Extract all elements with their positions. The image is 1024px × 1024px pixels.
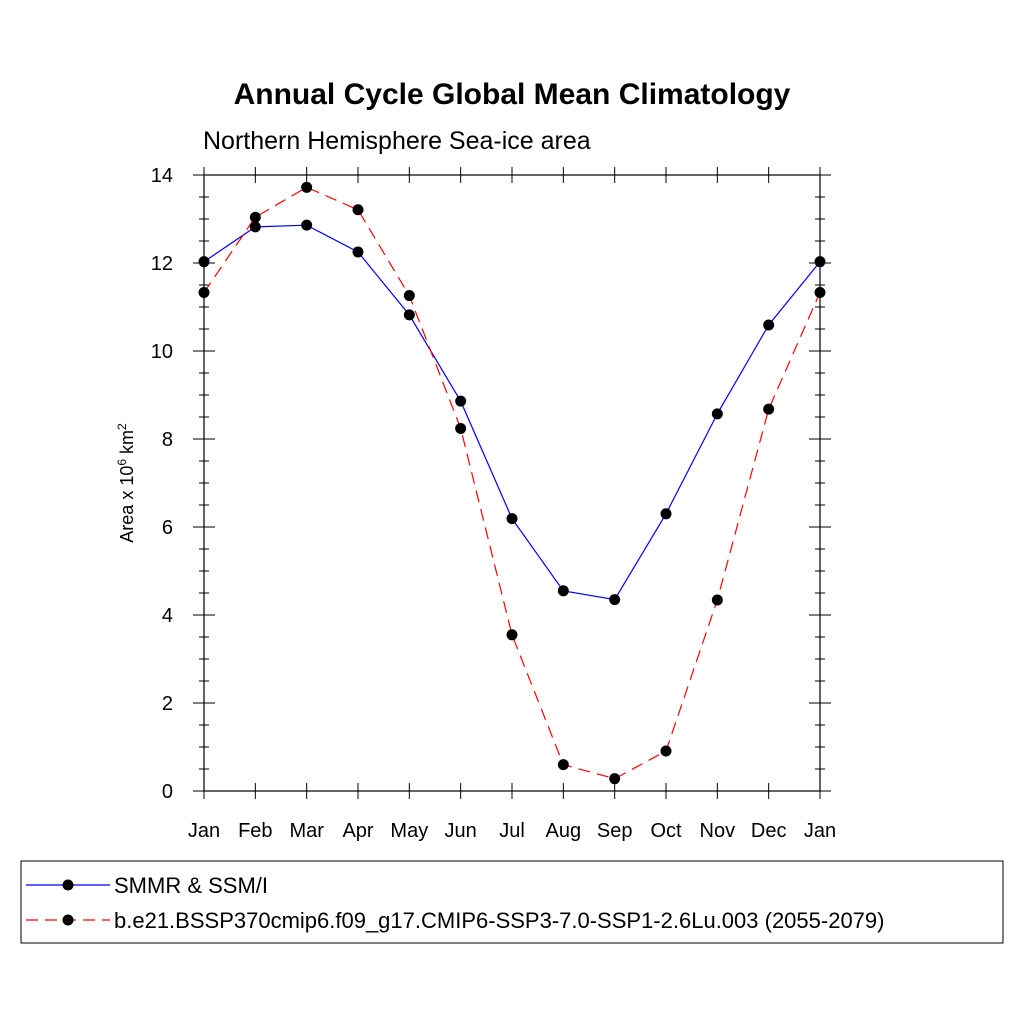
series-1-point (660, 508, 672, 520)
x-axis-tick-labels: Jan Feb Mar Apr May Jun Jul Aug Sep Oct Nov Dec Jan (188, 820, 836, 842)
series-2-point (506, 629, 518, 641)
legend-label-1: SMMR & SSM/I (114, 873, 268, 898)
x-tick-label: Jun (445, 820, 477, 842)
series-1-point (301, 219, 313, 231)
axis-ticks (193, 167, 831, 799)
legend-label-2: b.e21.BSSP370cmip6.f09_g17.CMIP6-SSP3-7.… (114, 908, 884, 933)
series-2-point (455, 422, 467, 434)
x-tick-label: Dec (751, 820, 787, 842)
x-tick-label: Feb (238, 820, 272, 842)
y-tick-label: 6 (162, 517, 173, 539)
y-tick-label: 12 (151, 253, 173, 275)
x-tick-label: Nov (700, 820, 736, 842)
legend: SMMR & SSM/I b.e21.BSSP370cmip6.f09_g17.C… (20, 860, 1004, 944)
series-1-point (506, 513, 518, 525)
chart-subtitle: Northern Hemisphere Sea-ice area (203, 127, 591, 155)
series-2-point (557, 759, 569, 771)
series-2-point (763, 403, 775, 415)
x-tick-label: Apr (342, 820, 373, 842)
series-lines (203, 186, 821, 780)
series-2-point (249, 211, 261, 223)
series-2-point (403, 290, 415, 302)
y-tick-label: 8 (162, 429, 173, 451)
x-tick-label: Jul (499, 820, 525, 842)
legend-box (20, 860, 1004, 944)
y-tick-label: 14 (151, 165, 173, 187)
series-2-point (352, 204, 364, 216)
y-tick-label: 2 (162, 693, 173, 715)
series-2-point (301, 181, 313, 193)
x-tick-label: May (390, 820, 428, 842)
series-1-point (455, 395, 467, 407)
x-tick-label: Jan (804, 820, 836, 842)
series-1-point (403, 309, 415, 321)
y-tick-label: 10 (151, 341, 173, 363)
series-2-point (198, 286, 210, 298)
x-tick-label: Aug (546, 820, 582, 842)
x-tick-label: Oct (650, 820, 682, 842)
chart-title: Annual Cycle Global Mean Climatology (234, 78, 791, 111)
series-2-point (814, 286, 826, 298)
series-1-point (763, 319, 775, 331)
plot-area (193, 167, 831, 799)
series-2-point (609, 773, 621, 785)
y-axis-label: Area x 106 km2 (115, 423, 137, 543)
y-tick-label: 0 (162, 781, 173, 803)
y-tick-label: 4 (162, 605, 173, 627)
series-1-point (609, 594, 621, 606)
x-tick-label: Mar (289, 820, 324, 842)
series-line-2 (203, 186, 821, 780)
series-1-point (814, 256, 826, 268)
series-1-point (249, 221, 261, 233)
series-1-point (711, 408, 723, 420)
series-2-point (711, 594, 723, 606)
x-tick-label: Jan (188, 820, 220, 842)
series-1-point (198, 256, 210, 268)
series-line-1 (203, 224, 821, 601)
x-tick-label: Sep (597, 820, 633, 842)
plot-frame (203, 174, 821, 792)
series-1-point (557, 585, 569, 597)
legend-marker-1 (62, 879, 74, 891)
series-1-point (352, 246, 364, 258)
series-2-point (660, 745, 672, 757)
y-axis-tick-labels: 0 2 4 6 8 10 12 14 (151, 165, 173, 803)
legend-marker-2 (62, 914, 74, 926)
series-markers (198, 181, 826, 785)
